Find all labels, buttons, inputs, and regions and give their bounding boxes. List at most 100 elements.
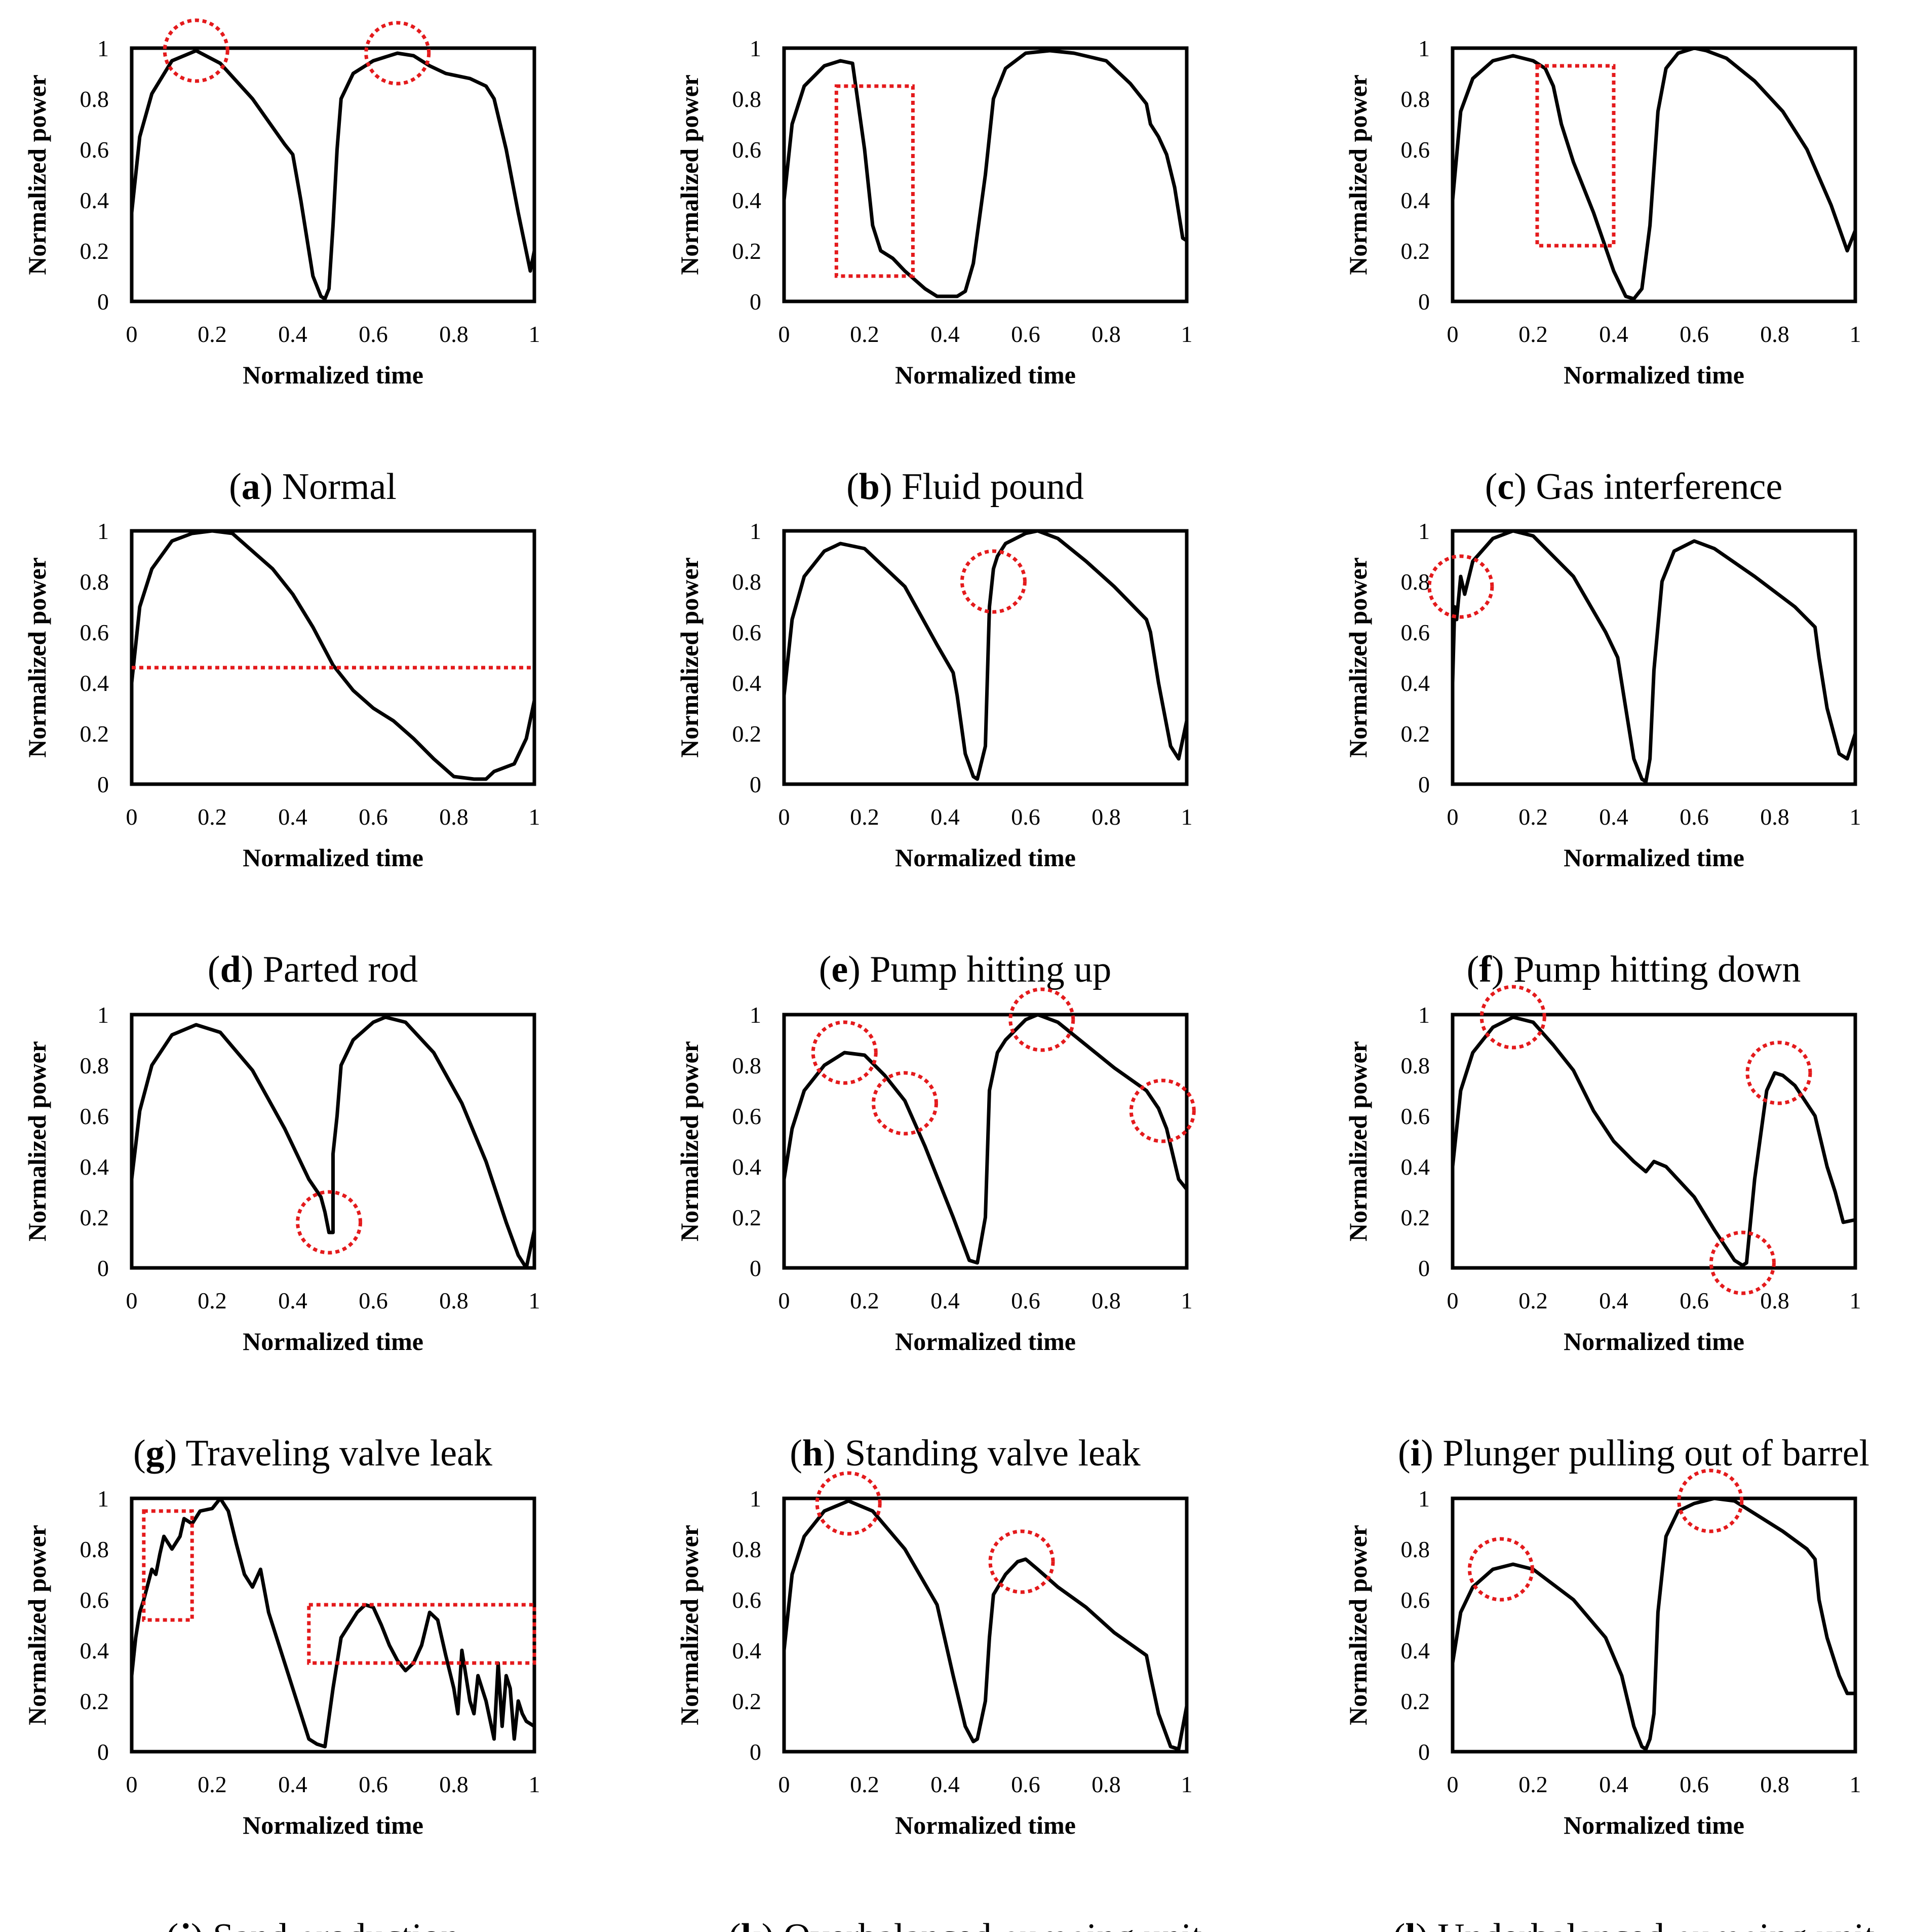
y-tick-label: 0 (97, 1739, 109, 1765)
x-tick-label: 0.6 (1680, 1288, 1709, 1313)
y-tick-label: 1 (1418, 35, 1430, 61)
x-tick-label: 0.4 (278, 1288, 307, 1313)
y-tick-label: 1 (1418, 518, 1430, 544)
y-tick-label: 0.4 (1401, 670, 1430, 696)
y-tick-label: 0.6 (1401, 620, 1430, 645)
y-axis-label: Normalized power (675, 1041, 704, 1242)
y-tick-label: 0 (750, 289, 761, 315)
y-tick-label: 0.6 (732, 137, 762, 163)
power-curve (130, 1496, 536, 1749)
x-tick-label: 0.6 (1011, 321, 1040, 347)
x-tick-label: 0 (778, 1288, 790, 1313)
power-curve (782, 1499, 1189, 1751)
x-tick-label: 0 (126, 1288, 138, 1313)
plot-frame (1451, 46, 1857, 303)
x-tick-label: 1 (529, 1288, 540, 1313)
x-tick-label: 0 (126, 1771, 138, 1797)
x-tick-label: 0.4 (1599, 1771, 1628, 1797)
x-tick-label: 0.4 (930, 1771, 960, 1797)
y-tick-label: 1 (750, 1486, 761, 1512)
subplot-caption: (k) Overbalanced pumping unit (728, 1916, 1202, 1932)
x-tick-label: 0 (1447, 1288, 1459, 1313)
subplot-c: 0 0.2 0.4 0.6 0.8 1 0 0.2 0.4 0.6 0.8 1 Normalized t… (1344, 35, 1861, 508)
y-tick-label: 1 (1418, 1002, 1430, 1028)
x-tick-label: 0.8 (1091, 1771, 1121, 1797)
y-tick-label: 0.4 (80, 670, 109, 696)
subplot-k: 0 0.2 0.4 0.6 0.8 1 0 0.2 0.4 0.6 0.8 1 Normalized t… (675, 1471, 1202, 1932)
x-tick-label: 0.8 (1760, 321, 1789, 347)
x-tick-label: 0.2 (198, 1771, 227, 1797)
y-tick-label: 0.4 (80, 187, 109, 213)
y-tick-label: 0.8 (732, 1053, 762, 1078)
x-tick-label: 0.6 (359, 1288, 388, 1313)
y-tick-label: 0.8 (80, 1536, 109, 1562)
x-tick-label: 0.2 (850, 804, 879, 830)
power-curve (1451, 1496, 1857, 1751)
x-tick-label: 1 (1181, 321, 1193, 347)
y-tick-label: 0 (750, 1739, 761, 1765)
y-tick-label: 0 (1418, 771, 1430, 797)
y-tick-label: 0.6 (80, 620, 109, 645)
x-axis-label: Normalized time (895, 843, 1076, 872)
y-tick-label: 1 (97, 1486, 109, 1512)
x-tick-label: 0.6 (359, 804, 388, 830)
subplot-j: 0 0.2 0.4 0.6 0.8 1 0 0.2 0.4 0.6 0.8 1 Normalized t… (23, 1486, 540, 1932)
subplot-g: 0 0.2 0.4 0.6 0.8 1 0 0.2 0.4 0.6 0.8 1 Normalized t… (23, 1002, 540, 1474)
y-tick-label: 0.2 (80, 1205, 109, 1230)
y-tick-label: 0.4 (1401, 1154, 1430, 1180)
highlight-circle (1479, 985, 1546, 1050)
y-tick-label: 0.2 (1401, 1688, 1430, 1714)
highlight-box (142, 1509, 194, 1622)
y-tick-label: 0.6 (80, 1587, 109, 1613)
y-axis-label: Normalized power (675, 74, 704, 275)
x-tick-label: 0.4 (1599, 1288, 1628, 1313)
y-tick-label: 0.2 (732, 1205, 762, 1230)
y-tick-label: 0.2 (80, 1688, 109, 1714)
x-axis-label: Normalized time (1564, 843, 1744, 872)
plot-frame (130, 1013, 536, 1270)
x-tick-label: 0.2 (1518, 1771, 1548, 1797)
x-tick-label: 0.2 (198, 1288, 227, 1313)
y-axis-label: Normalized power (23, 1525, 51, 1725)
y-tick-label: 0 (750, 771, 761, 797)
highlight-circle (815, 1471, 882, 1536)
highlight-circle (1008, 987, 1075, 1052)
y-tick-label: 1 (97, 518, 109, 544)
x-tick-label: 0.4 (278, 321, 307, 347)
x-tick-label: 0.8 (439, 1288, 469, 1313)
y-axis-label: Normalized power (1344, 74, 1372, 275)
plot-frame (1451, 1496, 1857, 1754)
y-tick-label: 0.8 (1401, 569, 1430, 595)
subplot-caption: (a) Normal (229, 466, 397, 508)
subplot-e: 0 0.2 0.4 0.6 0.8 1 0 0.2 0.4 0.6 0.8 1 Normalized t… (675, 518, 1193, 990)
plot-frame (782, 46, 1189, 303)
power-curve (1451, 529, 1857, 784)
x-tick-label: 1 (1181, 1288, 1193, 1313)
subplot-caption: (f) Pump hitting down (1467, 949, 1801, 990)
y-tick-label: 1 (1418, 1486, 1430, 1512)
x-tick-label: 1 (529, 804, 540, 830)
x-tick-label: 0 (126, 321, 138, 347)
y-tick-label: 0.2 (80, 238, 109, 264)
plot-frame (130, 46, 536, 303)
x-axis-label: Normalized time (243, 361, 423, 389)
subplot-caption: (i) Plunger pulling out of barrel (1398, 1433, 1869, 1474)
x-axis-label: Normalized time (895, 1327, 1076, 1356)
subplot-l: 0 0.2 0.4 0.6 0.8 1 0 0.2 0.4 0.6 0.8 1 Normalized t… (1344, 1469, 1875, 1932)
subplot-caption: (d) Parted rod (208, 949, 418, 990)
x-tick-label: 1 (1181, 1771, 1193, 1797)
power-curve (130, 49, 536, 301)
y-axis-label: Normalized power (23, 74, 51, 275)
x-tick-label: 0.4 (278, 804, 307, 830)
x-tick-label: 0.2 (850, 1771, 879, 1797)
x-tick-label: 1 (529, 1771, 540, 1797)
x-tick-label: 0.8 (1760, 1288, 1789, 1313)
subplot-caption: (e) Pump hitting up (819, 949, 1112, 990)
y-tick-label: 0.8 (732, 86, 762, 112)
x-axis-label: Normalized time (243, 843, 423, 872)
y-tick-label: 0.8 (80, 1053, 109, 1078)
y-tick-label: 0.2 (80, 721, 109, 747)
y-tick-label: 0.2 (1401, 1205, 1430, 1230)
x-tick-label: 0.6 (1680, 804, 1709, 830)
highlight-circle (1467, 1537, 1534, 1602)
